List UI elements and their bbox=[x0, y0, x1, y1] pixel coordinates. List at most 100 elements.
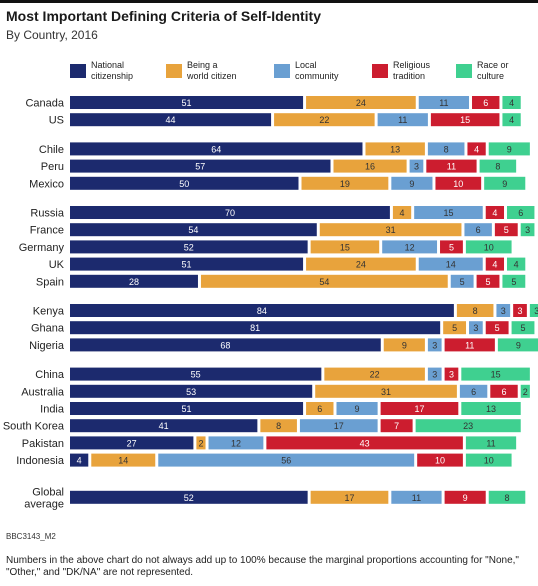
legend-label: Being a world citizen bbox=[187, 60, 237, 81]
category-label: Kenya bbox=[33, 306, 65, 318]
data-label: 6 bbox=[476, 225, 481, 235]
bar-segment bbox=[414, 206, 483, 219]
top-rule bbox=[0, 0, 538, 3]
data-label: 68 bbox=[220, 340, 230, 350]
legend-item-religious: Religious tradition bbox=[372, 60, 455, 82]
legend-swatch bbox=[372, 64, 388, 78]
data-label: 4 bbox=[400, 208, 405, 218]
footnote: Numbers in the above chart do not always… bbox=[6, 555, 519, 578]
data-label: 54 bbox=[188, 225, 198, 235]
bar-segment bbox=[70, 96, 304, 109]
bar-segment bbox=[260, 419, 297, 433]
bar-segment bbox=[266, 436, 463, 450]
data-label: 11 bbox=[486, 438, 495, 448]
bar-segment bbox=[444, 490, 486, 504]
bar-segment bbox=[459, 384, 488, 398]
category-label: Peru bbox=[41, 161, 64, 173]
bar-segment bbox=[324, 367, 425, 381]
legend-swatch bbox=[166, 64, 182, 78]
data-label: 22 bbox=[319, 115, 329, 125]
data-label: 10 bbox=[484, 242, 494, 252]
data-label: 4 bbox=[474, 144, 479, 154]
bar-segment bbox=[490, 384, 518, 398]
bar-segment bbox=[70, 490, 308, 504]
bar-segment bbox=[444, 367, 459, 381]
data-label: 11 bbox=[447, 162, 456, 172]
data-label: 7 bbox=[394, 421, 399, 431]
data-label: 3 bbox=[517, 306, 522, 316]
bar-segment bbox=[70, 402, 304, 415]
bar-segment bbox=[377, 113, 428, 127]
data-label: 44 bbox=[166, 115, 176, 125]
bar-segment bbox=[485, 206, 505, 219]
bar-segment bbox=[502, 96, 521, 109]
data-label: 3 bbox=[449, 370, 454, 380]
bar-segment bbox=[497, 338, 538, 352]
bar-segment bbox=[319, 223, 462, 237]
data-label: 13 bbox=[390, 144, 400, 154]
data-label: 54 bbox=[319, 277, 329, 287]
data-label: 8 bbox=[495, 162, 500, 172]
data-label: 3 bbox=[414, 162, 419, 172]
bar-segment bbox=[502, 113, 521, 127]
bar-segment bbox=[310, 490, 389, 504]
bar-segment bbox=[465, 453, 512, 467]
data-label: 51 bbox=[182, 260, 192, 270]
legend-swatch bbox=[456, 64, 472, 78]
data-label: 10 bbox=[453, 179, 463, 189]
data-label: 16 bbox=[365, 162, 375, 172]
bar-segment bbox=[380, 419, 413, 433]
data-label: 5 bbox=[511, 277, 516, 287]
data-label: 81 bbox=[250, 323, 260, 333]
data-label: 52 bbox=[184, 242, 194, 252]
data-label: 31 bbox=[386, 225, 396, 235]
bar-segment bbox=[418, 96, 470, 109]
data-label: 11 bbox=[439, 98, 448, 108]
bar-segment bbox=[310, 240, 380, 254]
bar-segment bbox=[520, 384, 530, 398]
data-label: 2 bbox=[523, 387, 528, 397]
bar-segment bbox=[426, 159, 477, 173]
bar-segment bbox=[427, 142, 465, 156]
data-label: 24 bbox=[356, 260, 366, 270]
bar-segment bbox=[70, 223, 317, 237]
chart-subtitle: By Country, 2016 bbox=[6, 28, 98, 42]
bar-segment bbox=[70, 274, 198, 288]
data-label: 3 bbox=[473, 323, 478, 333]
bar-segment bbox=[70, 453, 89, 467]
data-label: 57 bbox=[195, 162, 205, 172]
legend-item-local: Local community bbox=[274, 60, 357, 82]
data-label: 50 bbox=[179, 179, 189, 189]
bar-segment bbox=[336, 402, 378, 415]
bar-segment bbox=[306, 402, 334, 415]
bar-segment bbox=[70, 240, 308, 254]
bar-segment bbox=[380, 402, 459, 415]
data-label: 9 bbox=[502, 179, 507, 189]
category-label: Canada bbox=[25, 98, 64, 110]
bar-segment bbox=[485, 321, 509, 335]
category-label: Australia bbox=[21, 386, 65, 398]
bar-segment bbox=[418, 257, 483, 271]
data-label: 15 bbox=[460, 115, 470, 125]
source-code: BBC3143_M2 bbox=[6, 532, 56, 541]
data-label: 9 bbox=[463, 493, 468, 503]
data-label: 6 bbox=[317, 404, 322, 414]
bar-segment bbox=[333, 159, 407, 173]
bar-segment bbox=[430, 113, 500, 127]
data-label: 17 bbox=[414, 404, 424, 414]
data-label: 3 bbox=[432, 370, 437, 380]
data-label: 8 bbox=[276, 421, 281, 431]
bar-segment bbox=[70, 304, 454, 317]
bar-segment bbox=[274, 113, 375, 127]
chart-title: Most Important Defining Criteria of Self… bbox=[6, 8, 322, 24]
bar-segment bbox=[427, 367, 442, 381]
bar-segment bbox=[415, 419, 521, 433]
data-label: 8 bbox=[473, 306, 478, 316]
category-label: Spain bbox=[36, 276, 64, 288]
data-label: 41 bbox=[159, 421, 169, 431]
data-label: 8 bbox=[505, 493, 510, 503]
data-label: 17 bbox=[334, 421, 344, 431]
bar-segment bbox=[488, 490, 526, 504]
bar-segment bbox=[469, 321, 483, 335]
